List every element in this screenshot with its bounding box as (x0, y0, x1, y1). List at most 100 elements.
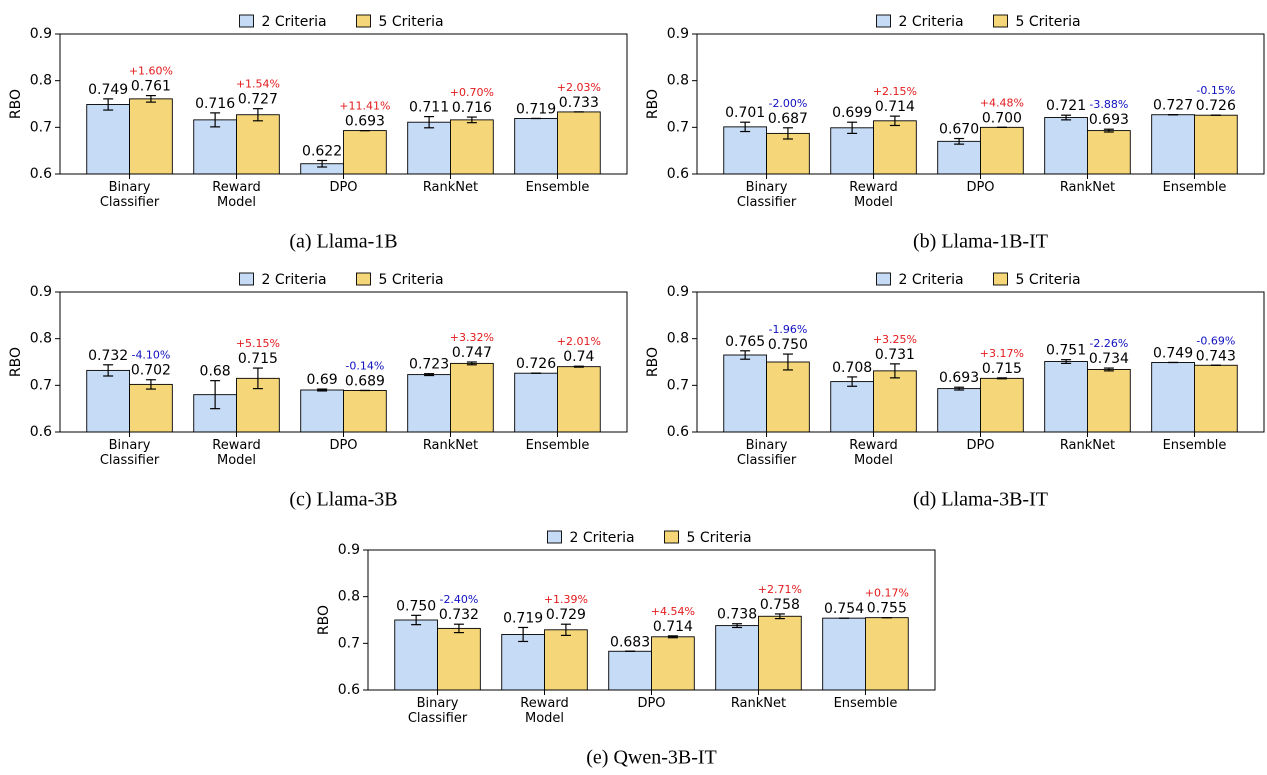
bar (865, 617, 909, 691)
bar (1044, 117, 1088, 175)
legend-label: 2 Criteria (262, 14, 327, 30)
change-annotation: +1.39% (544, 593, 588, 606)
value-label: 0.719 (503, 610, 543, 626)
legend-swatch (993, 272, 1008, 286)
value-label: 0.747 (452, 345, 492, 361)
change-annotation: +3.17% (980, 347, 1024, 360)
bar (608, 650, 652, 691)
y-tick-label: 0.6 (667, 166, 689, 182)
chart-caption: (b) Llama-1B-IT (913, 231, 1048, 253)
bar (129, 383, 173, 433)
value-label: 0.729 (546, 607, 586, 623)
bar (715, 625, 759, 691)
bar (450, 362, 494, 433)
chart-caption: (a) Llama-1B (289, 231, 397, 253)
value-label: 0.699 (832, 105, 872, 121)
bar (830, 127, 874, 175)
value-label: 0.701 (725, 105, 765, 121)
legend-swatch (547, 530, 562, 544)
legend-label: 2 Criteria (899, 272, 964, 288)
error-bar (996, 377, 1007, 380)
bar (980, 126, 1024, 175)
x-tick-label: RankNet (422, 438, 479, 453)
bar (873, 370, 917, 433)
y-axis-label: RBO (316, 605, 332, 635)
bar (723, 354, 767, 433)
bar (394, 619, 438, 691)
value-label: 0.74 (563, 349, 594, 365)
x-tick-label: DPO (966, 180, 995, 195)
y-tick-label: 0.9 (30, 284, 52, 300)
y-tick-label: 0.6 (667, 424, 689, 440)
error-bar (847, 121, 858, 134)
error-bar (782, 353, 793, 371)
x-tick-label: Binary Classifier (407, 696, 468, 726)
value-label: 0.689 (345, 373, 385, 389)
value-label: 0.622 (302, 143, 342, 159)
x-tick-label: Ensemble (1162, 438, 1227, 453)
value-label: 0.765 (725, 334, 765, 350)
chart-caption: (c) Llama-3B (289, 489, 397, 511)
value-label: 0.714 (653, 619, 693, 635)
bar (723, 126, 767, 175)
value-label: 0.750 (396, 598, 436, 614)
change-annotation: -1.96% (768, 323, 807, 336)
legend-label: 5 Criteria (1016, 272, 1081, 288)
x-tick-label: Binary Classifier (99, 180, 160, 210)
bar (300, 389, 344, 433)
y-tick-label: 0.7 (30, 377, 52, 393)
x-tick-label: Ensemble (1162, 180, 1227, 195)
error-bar (317, 388, 328, 392)
y-axis-label: RBO (8, 347, 24, 377)
legend-label: 2 Criteria (570, 530, 635, 546)
value-label: 0.726 (1196, 98, 1236, 114)
bar (343, 130, 387, 175)
value-label: 0.670 (939, 122, 979, 138)
bar (1044, 361, 1088, 433)
bar (557, 111, 601, 175)
bar (501, 634, 545, 691)
error-bar (573, 365, 584, 368)
bar (544, 629, 588, 691)
value-label: 0.755 (867, 601, 907, 617)
x-tick-label: Ensemble (525, 180, 590, 195)
value-label: 0.693 (345, 114, 385, 130)
change-annotation: +2.15% (873, 85, 917, 98)
error-bar (889, 363, 900, 379)
error-bar (954, 386, 965, 391)
legend-swatch (356, 14, 371, 28)
value-label: 0.734 (1089, 351, 1129, 367)
error-bar (889, 115, 900, 127)
bar (86, 104, 130, 175)
bar (193, 119, 237, 175)
error-bar (954, 137, 965, 145)
change-annotation: +1.60% (129, 65, 173, 78)
change-annotation: +11.41% (339, 100, 390, 113)
bar (1151, 362, 1195, 433)
x-tick-label: RankNet (1059, 180, 1116, 195)
value-label: 0.721 (1046, 98, 1086, 114)
y-tick-label: 0.8 (30, 73, 52, 89)
bar (1194, 364, 1238, 433)
change-annotation: +2.03% (557, 81, 601, 94)
value-label: 0.693 (1089, 112, 1129, 128)
error-bar (466, 116, 477, 124)
value-label: 0.702 (131, 363, 171, 379)
change-annotation: +1.54% (236, 78, 280, 91)
change-annotation: +3.25% (873, 333, 917, 346)
error-bar (518, 626, 529, 643)
bar (1087, 130, 1131, 175)
bar (343, 390, 387, 433)
legend-swatch (993, 14, 1008, 28)
error-bar (1103, 367, 1114, 372)
value-label: 0.727 (238, 92, 278, 108)
error-bar (560, 623, 571, 637)
legend-swatch (239, 272, 254, 286)
change-annotation: -3.88% (1089, 98, 1128, 111)
x-tick-label: DPO (637, 696, 666, 711)
x-tick-label: Binary Classifier (99, 438, 160, 468)
x-tick-label: Ensemble (525, 438, 590, 453)
y-tick-label: 0.6 (30, 424, 52, 440)
y-tick-label: 0.7 (667, 377, 689, 393)
